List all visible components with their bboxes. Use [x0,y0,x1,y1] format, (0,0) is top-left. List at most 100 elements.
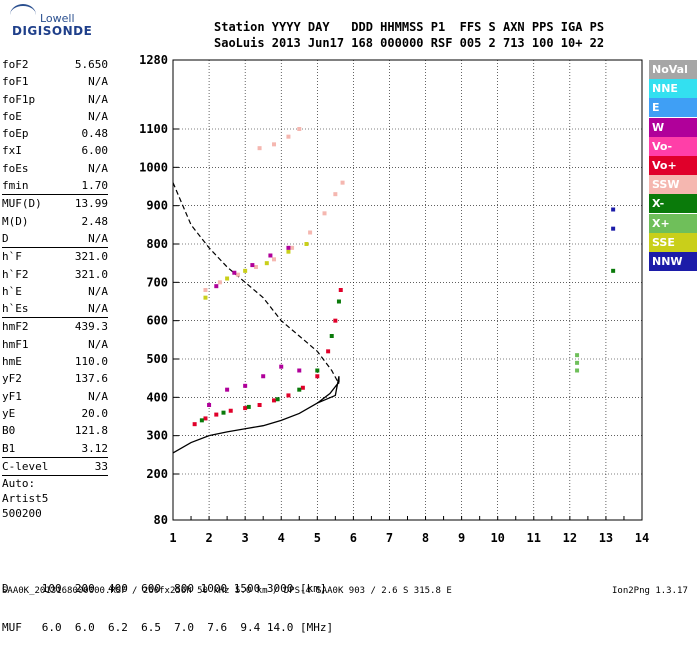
param-row: foEp 0.48 [2,125,108,142]
data-point [203,288,208,292]
data-point [322,211,327,216]
data-point [192,422,197,427]
legend-item: X+ [649,213,697,233]
x-tick-label: 10 [490,531,504,545]
x-tick-label: 6 [350,531,357,545]
legend-item: Vo- [649,136,697,156]
data-point [228,408,233,413]
param-name: fxI [2,144,22,158]
data-point [243,268,248,273]
param-row: foEs N/A [2,160,108,177]
legend-item: NoVal [649,60,697,79]
param-row: M(D) 2.48 [2,213,108,230]
y-tick-label: 1000 [139,160,168,174]
y-tick-label: 1280 [139,53,168,67]
data-point [286,393,291,398]
data-point [336,299,341,304]
separator [2,317,108,319]
y-tick-label: 1100 [139,122,168,136]
data-point [246,404,251,409]
param-name: yF1 [2,389,22,403]
param-row: D N/A [2,230,108,247]
param-name: foF1 [2,75,29,89]
y-tick-label: 400 [146,390,168,404]
param-row: C-level 33 [2,458,108,475]
param-value: 121.8 [74,424,108,438]
param-row: hmF2 439.3 [2,318,108,335]
x-tick-label: 13 [599,531,613,545]
d-row: D 100 200 400 600 800 1000 1500 3000 [km… [2,582,327,595]
data-point [257,146,262,151]
data-point [203,416,208,421]
footer-info: SAA0K_2013168000000.RSF / 260fx256h 50 k… [2,586,452,596]
param-value: 321.0 [74,267,108,281]
param-name: h`F2 [2,267,29,281]
data-point [272,142,277,147]
x-tick-label: 8 [422,531,429,545]
x-tick-label: 5 [314,531,321,545]
data-point [575,353,580,358]
data-point [297,387,302,392]
param-value: 110.0 [74,355,108,369]
parameter-panel: foF2 5.650 foF1 N/A foF1p N/A foE N/A foEp 0.48 fx… [2,56,108,521]
param-row: fxI 6.00 [2,142,108,159]
data-point [304,242,309,246]
muf-row: MUF 6.0 6.0 6.2 6.5 7.0 7.6 9.4 14.0 [MH… [2,621,334,634]
param-value: 6.00 [81,144,109,158]
param-value: 137.6 [74,372,108,386]
logo-bottom-text: DIGISONDE [12,24,93,38]
param-name: h`Es [2,302,29,316]
param-row: hmE 110.0 [2,353,108,370]
param-row: fmin 1.70 [2,177,108,194]
param-value: 13.99 [74,197,108,211]
param-row: foF1 N/A [2,73,108,90]
param-value: N/A [88,389,108,403]
param-value: 1.70 [81,179,109,193]
param-name: foEp [2,127,29,141]
data-point [217,280,222,285]
x-tick-label: 1 [169,531,176,545]
legend-item: Vo+ [649,156,697,175]
param-name: hmE [2,355,22,369]
data-point [290,245,295,250]
param-name: hmF2 [2,320,29,334]
data-point [272,257,277,262]
y-tick-label: 700 [146,275,168,289]
x-tick-label: 12 [563,531,577,545]
data-point [333,318,338,323]
data-point [214,412,219,417]
data-point [261,374,266,379]
param-value: N/A [88,109,108,123]
data-point [315,368,320,373]
param-name: foF1p [2,92,36,106]
legend-item: E [649,98,697,118]
data-point [611,268,616,273]
param-row: yF1 N/A [2,388,108,405]
data-point [225,387,230,392]
param-value: N/A [88,231,108,245]
data-point [315,374,320,379]
separator [2,456,108,458]
separator [2,475,108,477]
param-value: 5.650 [74,58,108,71]
data-point [611,226,616,231]
data-point [243,383,248,388]
data-point [286,134,291,139]
y-tick-label: 800 [146,237,168,251]
y-tick-label: 80 [154,513,168,527]
param-value: N/A [88,284,108,298]
param-name: h`F [2,250,22,264]
param-value: N/A [88,92,108,106]
data-point [611,207,616,212]
y-tick-label: 300 [146,429,168,443]
ionogram-chart: 1 2 3 4 5 6 7 8 9 10 11 12 13 14802003004005006007008… [139,53,649,545]
param-value: 3.12 [81,441,109,455]
data-point [297,127,302,131]
data-point [199,418,204,423]
d-muf-table: D 100 200 400 600 800 1000 1500 3000 [km… [2,556,333,647]
param-value: 2.48 [81,214,109,228]
data-point [232,270,237,275]
legend-item: NNE [649,79,697,99]
param-name: foE [2,109,22,123]
data-point [250,263,255,268]
